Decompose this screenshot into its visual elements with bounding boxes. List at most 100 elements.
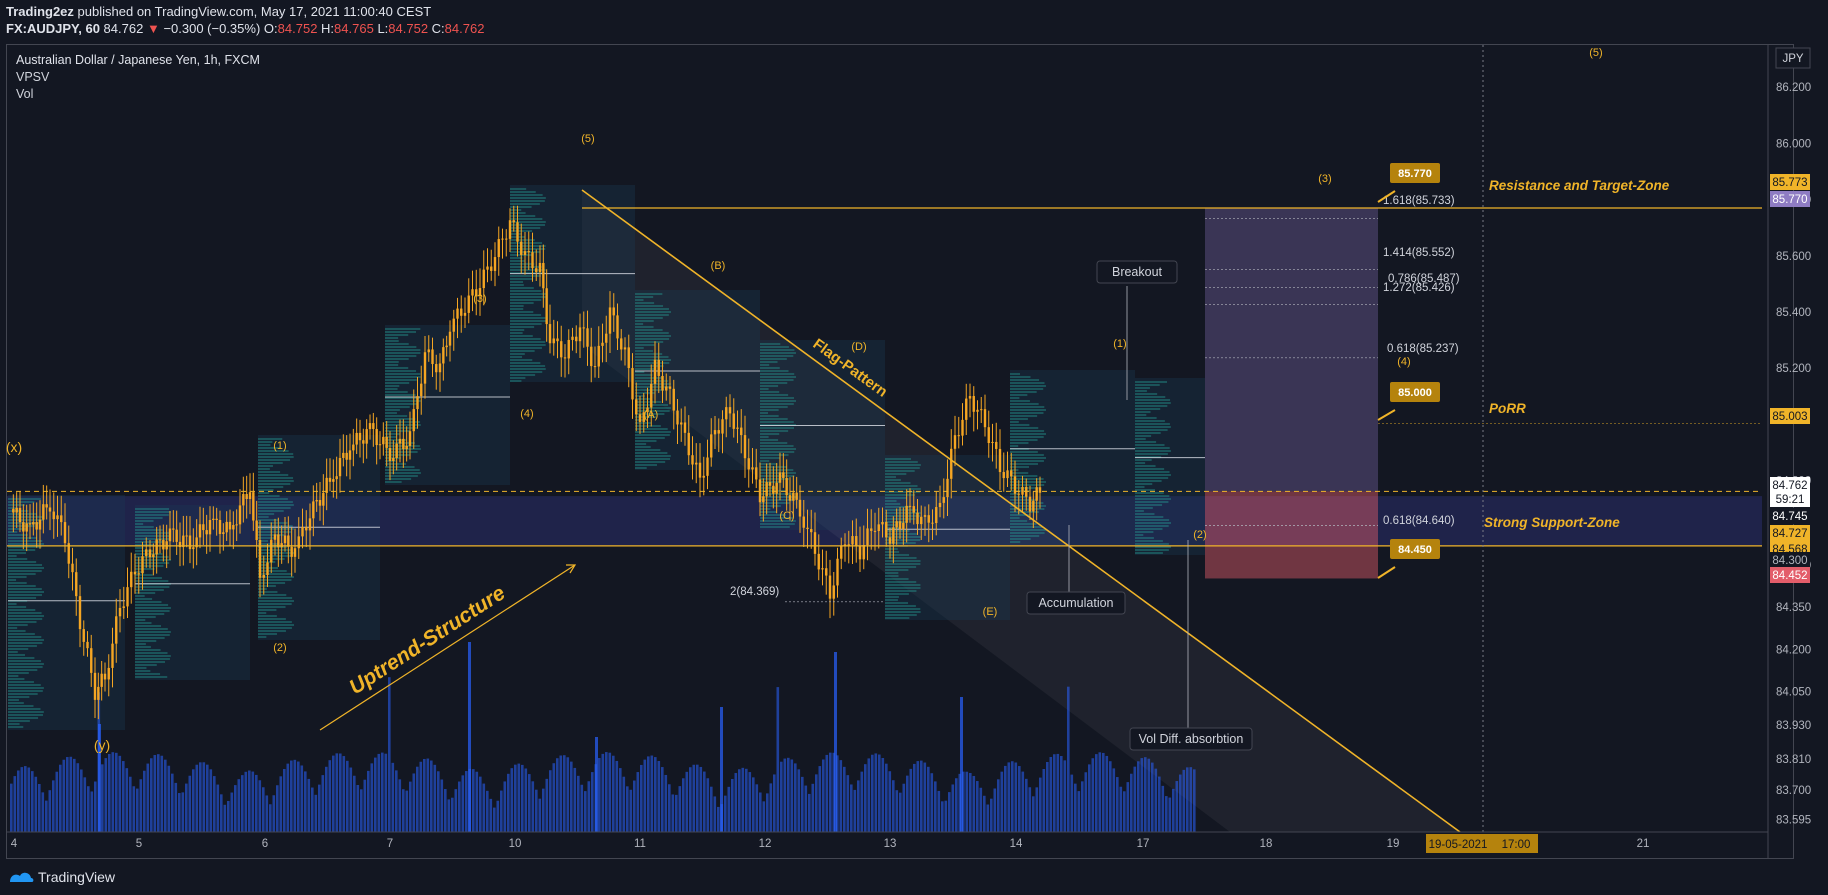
volume-bar (90, 791, 94, 832)
volume-bar (129, 776, 132, 832)
candle-body (325, 477, 328, 493)
volume-bar (759, 792, 762, 832)
price-callout-text: 85.000 (1398, 387, 1432, 399)
volume-bar (132, 786, 136, 832)
candle-body (345, 452, 348, 460)
y-tick-label: 86.000 (1776, 138, 1811, 150)
candle-body (983, 409, 987, 428)
volume-bar (650, 755, 654, 832)
tradingview-footer[interactable]: TradingView (8, 869, 115, 885)
candle-body (605, 333, 608, 343)
candle-body (332, 479, 335, 482)
candle-body (758, 479, 762, 503)
volume-bar (139, 779, 143, 832)
volume-bar (990, 798, 993, 832)
volume-bar (321, 775, 325, 832)
candle-body (258, 540, 262, 578)
candle-body (67, 543, 70, 564)
volume-bar (601, 753, 605, 832)
candle-body (755, 467, 758, 480)
volume-bar (1039, 777, 1042, 832)
candle-body (586, 328, 589, 347)
candle-body (713, 430, 717, 435)
zone-label: Strong Support-Zone (1484, 515, 1620, 530)
volume-bar (871, 754, 874, 832)
chart-frame[interactable] (6, 44, 1794, 859)
candle-body (736, 427, 739, 429)
volume-bar (790, 759, 794, 832)
candle-body (15, 507, 18, 513)
candle-body (698, 462, 702, 478)
x-tick-label: 18 (1260, 838, 1273, 850)
volume-bar (402, 789, 405, 832)
wave-label: (E) (983, 606, 998, 618)
candle-body (385, 436, 388, 449)
candle-body (792, 492, 795, 501)
candle-body (338, 457, 342, 477)
annotation-text: Vol Diff. absorbtion (1139, 732, 1244, 746)
candle-body (352, 444, 355, 451)
candle-body (378, 444, 382, 446)
price-callout-box (1390, 382, 1440, 402)
x-tick-label: 10 (509, 838, 522, 850)
volume-bar (741, 767, 745, 832)
candle-body (995, 441, 998, 449)
candle-body (155, 539, 158, 555)
volume-bar (878, 754, 881, 832)
low-value: 84.752 (388, 21, 429, 36)
legend-indicator-vol[interactable]: Vol (16, 87, 34, 101)
candle-body (287, 535, 290, 547)
volume-bar (983, 795, 986, 832)
volume-bar (227, 800, 230, 832)
y-tick-label: 85.600 (1776, 251, 1811, 263)
volume-bar (202, 762, 206, 832)
candle-body (1021, 486, 1024, 495)
volume-bar (405, 790, 409, 832)
volume-bar (535, 789, 538, 832)
wave-label: (1) (1113, 338, 1126, 350)
candle-body (463, 312, 467, 316)
candle-body (991, 441, 994, 444)
candle-body (616, 315, 619, 339)
legend-indicator-vpsv[interactable]: VPSV (16, 70, 50, 84)
candle-body (252, 492, 255, 521)
candle-body (111, 643, 114, 668)
candle-body (556, 338, 559, 342)
volume-bar (591, 772, 594, 832)
volume-bar (188, 775, 192, 832)
volume-bar (510, 768, 514, 832)
author-name[interactable]: Trading2ez (6, 4, 74, 19)
volume-bar (682, 778, 685, 832)
candle-body (82, 629, 85, 642)
candle-body (270, 539, 273, 563)
last-price: 84.762 (103, 21, 144, 36)
candle-body (382, 436, 385, 445)
volume-bar-spike (98, 724, 101, 832)
volume-bar (962, 771, 965, 832)
volume-bar (66, 757, 69, 832)
volume-bar (286, 763, 290, 832)
volume-bar (570, 761, 573, 832)
volume-bar (1035, 787, 1039, 832)
axis-price-text: 84.727 (1772, 528, 1807, 540)
volume-bar (972, 775, 976, 832)
candle-body (802, 516, 805, 528)
candle-body (810, 529, 813, 533)
open-label: O: (263, 21, 278, 36)
candle-body (950, 448, 953, 479)
candle-body (608, 307, 612, 334)
wave-label: (2) (273, 642, 286, 654)
volume-bar (300, 765, 304, 832)
volume-bar (241, 775, 244, 832)
legend-title[interactable]: Australian Dollar / Japanese Yen, 1h, FX… (16, 53, 260, 67)
candle-body (103, 673, 107, 680)
volume-bar (192, 769, 195, 832)
volume-bar (55, 771, 59, 832)
uptrend-arrow-line (319, 564, 576, 731)
zone-label: Resistance and Target-Zone (1489, 178, 1670, 193)
volume-bar (419, 761, 423, 832)
candle-body (968, 396, 972, 399)
candle-body (825, 568, 828, 576)
volume-bar (59, 764, 62, 832)
